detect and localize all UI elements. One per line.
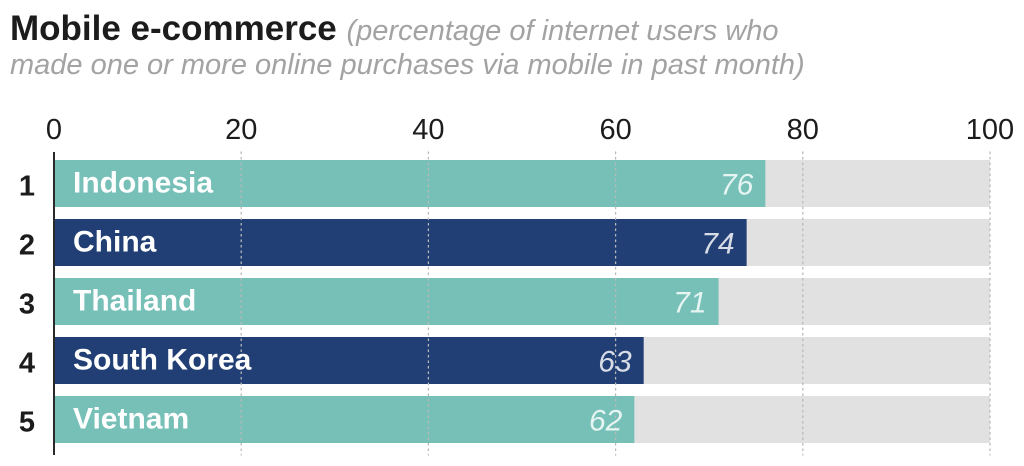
x-tick-label-20: 20 [225,114,257,146]
value-label-thailand: 71 [673,287,706,320]
value-label-indonesia: 76 [720,169,754,202]
x-tick-label-100: 100 [966,114,1014,146]
chart-subtitle-part1: (percentage of internet users who [346,15,779,47]
bar-vietnam [54,396,635,443]
x-tick-label-40: 40 [412,114,444,146]
bar-thailand [54,278,719,325]
x-tick-label-60: 60 [599,114,631,146]
bar-indonesia [54,160,766,207]
value-label-vietnam: 62 [589,405,623,438]
chart-title: Mobile e-commerce [10,9,337,48]
title-line: Mobile e-commerce (percentage of interne… [10,6,1010,54]
country-label-vietnam: Vietnam [73,403,189,436]
x-tick-label-0: 0 [46,114,62,146]
country-label-thailand: Thailand [73,285,196,318]
rank-label-2: 2 [19,230,35,262]
bar-china [54,219,747,266]
country-label-south-korea: South Korea [73,344,252,377]
bar-south-korea [54,337,644,384]
rank-label-3: 3 [19,289,35,321]
chart-header: Mobile e-commerce (percentage of interne… [10,6,1010,80]
chart-subtitle-part2: made one or more online purchases via mo… [10,49,805,81]
rank-label-4: 4 [19,348,35,380]
rank-label-1: 1 [19,171,35,203]
rank-label-5: 5 [19,407,35,439]
value-label-south-korea: 63 [598,346,632,379]
x-tick-label-80: 80 [787,114,819,146]
country-label-china: China [73,226,157,259]
value-label-china: 74 [701,228,734,261]
country-label-indonesia: Indonesia [73,167,213,200]
